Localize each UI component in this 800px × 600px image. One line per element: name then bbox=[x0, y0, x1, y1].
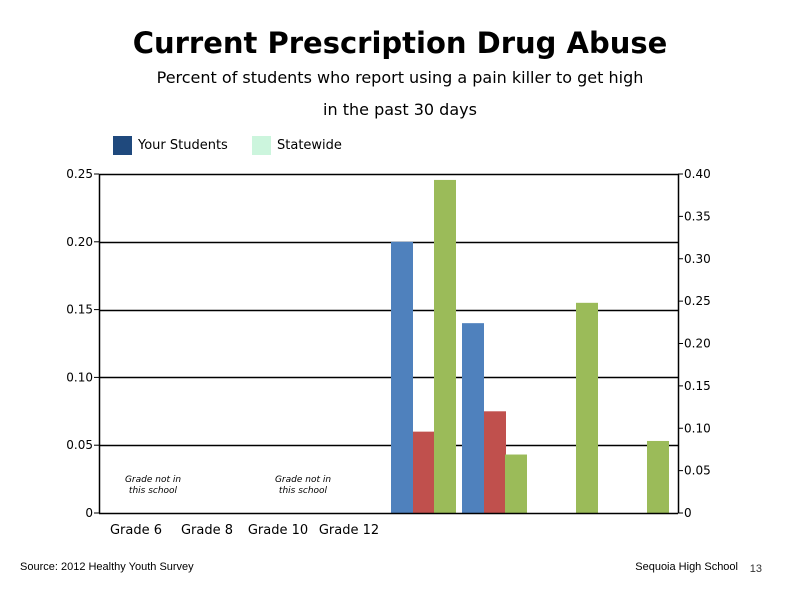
page-number: 13 bbox=[749, 563, 762, 575]
right-tick-label-3: 0.15 bbox=[684, 379, 711, 393]
category-label-2: Grade 10 bbox=[248, 523, 308, 538]
left-tick-label-2: 0.10 bbox=[66, 370, 93, 384]
bar-series2-grade-6 bbox=[434, 179, 456, 513]
subtitle-line-1: Percent of students who report using a p… bbox=[156, 68, 644, 87]
annotation-1-line-1: this school bbox=[279, 486, 328, 496]
legend-label-statewide: Statewide bbox=[277, 138, 342, 153]
bar-series1-grade-12 bbox=[484, 411, 506, 513]
right-tick-label-4: 0.20 bbox=[684, 337, 711, 351]
left-tick-label-0: 0 bbox=[85, 506, 93, 520]
right-tick-label-1: 0.05 bbox=[684, 464, 711, 478]
bar-series2-grade-10 bbox=[576, 302, 598, 513]
subtitle-line-2: in the past 30 days bbox=[323, 100, 477, 119]
right-tick-label-8: 0.40 bbox=[684, 167, 711, 181]
bar-series0-grade-12 bbox=[462, 323, 484, 513]
legend-item-statewide: Statewide bbox=[252, 136, 342, 155]
left-tick-label-4: 0.20 bbox=[66, 235, 93, 249]
annotation-0-line-0: Grade not in bbox=[125, 475, 181, 485]
category-label-0: Grade 6 bbox=[110, 523, 162, 538]
legend-swatch-statewide bbox=[252, 136, 271, 155]
legend-swatch-your-students bbox=[113, 136, 132, 155]
category-label-3: Grade 12 bbox=[319, 523, 379, 538]
bar-chart: 0 0.05 0.10 0.15 0.20 0.25 0 0.05 0.10 0.15 0.20 0.… bbox=[66, 167, 711, 538]
bar-series2-grade-12 bbox=[647, 440, 669, 513]
left-tick-label-3: 0.15 bbox=[66, 303, 93, 317]
bar-series2-grade-8 bbox=[505, 454, 527, 513]
right-tick-label-2: 0.10 bbox=[684, 421, 711, 435]
chart-title: Current Prescription Drug Abuse bbox=[132, 26, 668, 60]
annotation-1-line-0: Grade not in bbox=[275, 475, 331, 485]
bar-series0-grade-10 bbox=[391, 241, 413, 514]
right-tick-label-0: 0 bbox=[684, 506, 692, 520]
left-tick-label-5: 0.25 bbox=[66, 167, 93, 181]
right-tick-label-6: 0.30 bbox=[684, 252, 711, 266]
school-name: Sequoia High School bbox=[635, 561, 738, 573]
right-tick-label-5: 0.25 bbox=[684, 294, 711, 308]
legend-label-your-students: Your Students bbox=[138, 138, 228, 153]
source-note: Source: 2012 Healthy Youth Survey bbox=[20, 561, 194, 573]
right-tick-label-7: 0.35 bbox=[684, 209, 711, 223]
chart-subtitle: Percent of students who report using a p… bbox=[150, 62, 650, 126]
category-label-1: Grade 8 bbox=[181, 523, 233, 538]
bar-series1-grade-10 bbox=[413, 431, 435, 513]
legend-item-your-students: Your Students bbox=[113, 136, 228, 155]
left-tick-label-1: 0.05 bbox=[66, 438, 93, 452]
annotation-0-line-1: this school bbox=[129, 486, 178, 496]
